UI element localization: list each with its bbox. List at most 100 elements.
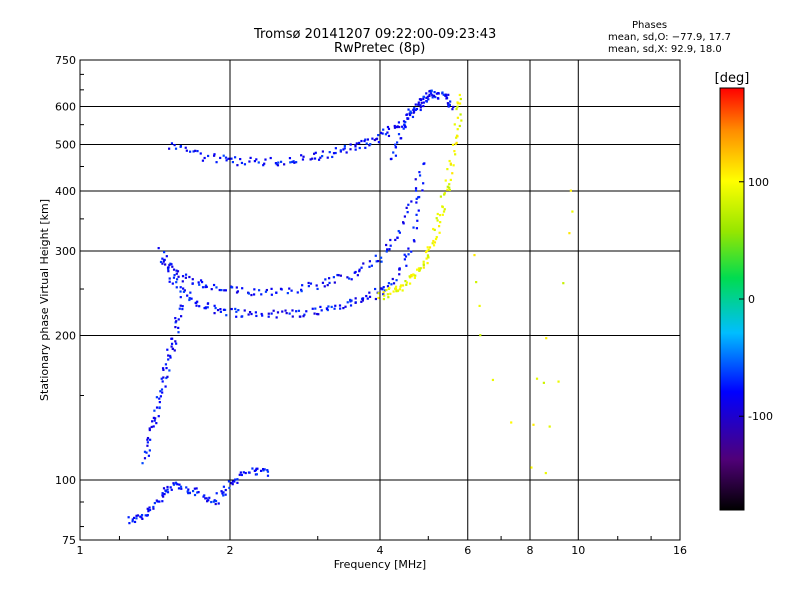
scatter-point (176, 483, 179, 486)
scatter-point (253, 160, 256, 163)
scatter-point (441, 205, 444, 208)
scatter-point (159, 395, 162, 398)
scatter-point (215, 286, 218, 289)
scatter-point (414, 274, 417, 277)
scatter-point (214, 499, 218, 503)
scatter-point (240, 161, 244, 165)
scatter-point (436, 212, 439, 216)
scatter-point (240, 473, 243, 477)
scatter-point (398, 273, 401, 276)
scatter-point (410, 273, 413, 277)
scatter-point (349, 304, 353, 307)
scatter-point (426, 95, 429, 98)
scatter-point (333, 281, 336, 284)
scatter-points (127, 89, 574, 525)
scatter-point (394, 238, 397, 242)
scatter-point (168, 369, 171, 372)
scatter-point (382, 291, 385, 294)
scatter-point (326, 307, 329, 310)
scatter-point (303, 313, 306, 316)
scatter-point (354, 143, 357, 147)
scatter-point (404, 255, 408, 258)
scatter-point (188, 298, 191, 302)
scatter-point (179, 286, 182, 289)
scatter-point (154, 417, 157, 420)
scatter-point (264, 158, 267, 161)
scatter-point (354, 301, 357, 304)
scatter-point (255, 158, 258, 161)
scatter-point (443, 192, 446, 195)
scatter-point (290, 289, 293, 292)
scatter-point (419, 108, 422, 112)
scatter-point (382, 128, 385, 131)
scatter-point (425, 257, 428, 260)
scatter-point (423, 162, 426, 165)
scatter-point (417, 101, 420, 104)
scatter-point (222, 485, 225, 488)
scatter-point (291, 309, 294, 312)
scatter-point (449, 162, 452, 165)
scatter-point (253, 469, 256, 472)
scatter-point (348, 277, 351, 280)
scatter-point (262, 469, 265, 472)
scatter-point (264, 290, 268, 293)
scatter-point (257, 289, 261, 292)
scatter-point (435, 236, 438, 239)
scatter-point (182, 290, 186, 293)
scatter-point (455, 141, 458, 144)
scatter-point (456, 116, 459, 119)
scatter-point (412, 108, 415, 111)
scatter-point (412, 111, 415, 114)
scatter-point (368, 144, 371, 147)
scatter-point (171, 347, 175, 350)
phase-o-stats: mean, sd,O: −77.9, 17.7 (608, 32, 731, 43)
scatter-point (311, 307, 314, 310)
scatter-point (393, 124, 396, 128)
scatter-point (171, 265, 174, 268)
scatter-point (238, 473, 241, 476)
scatter-point (416, 219, 419, 222)
scatter-point (280, 288, 283, 291)
scatter-point (386, 125, 390, 129)
scatter-point (220, 490, 223, 493)
scatter-point (250, 312, 253, 316)
scatter-point (343, 147, 346, 150)
scatter-point (168, 263, 171, 267)
scatter-point (156, 500, 159, 503)
scatter-point (409, 113, 412, 117)
scatter-point (189, 291, 192, 294)
scatter-point (194, 301, 197, 305)
scatter-point (182, 287, 185, 290)
scatter-point (407, 117, 410, 120)
scatter-point (261, 314, 264, 317)
scatter-point (270, 293, 273, 296)
scatter-point (342, 148, 345, 151)
scatter-point (437, 97, 440, 100)
scatter-point (353, 271, 356, 274)
scatter-point (165, 376, 168, 380)
scatter-point (434, 238, 438, 241)
scatter-point (236, 481, 239, 484)
scatter-point (218, 288, 221, 292)
scatter-point (199, 152, 202, 155)
scatter-point (260, 293, 263, 296)
scatter-point (405, 113, 408, 117)
scatter-point (152, 416, 155, 419)
scatter-point (164, 385, 167, 388)
scatter-point (158, 400, 161, 404)
scatter-point (434, 95, 437, 99)
scatter-point (309, 158, 312, 161)
scatter-point (179, 304, 182, 307)
scatter-point (256, 467, 259, 470)
scatter-point (491, 378, 495, 382)
scatter-point (542, 381, 545, 384)
scatter-point (475, 280, 478, 284)
scatter-point (224, 156, 228, 159)
scatter-point (187, 488, 190, 491)
scatter-point (455, 107, 458, 111)
scatter-point (169, 486, 172, 489)
scatter-point (441, 91, 444, 94)
scatter-point (407, 247, 410, 250)
scatter-point (385, 243, 388, 247)
scatter-point (368, 260, 372, 263)
